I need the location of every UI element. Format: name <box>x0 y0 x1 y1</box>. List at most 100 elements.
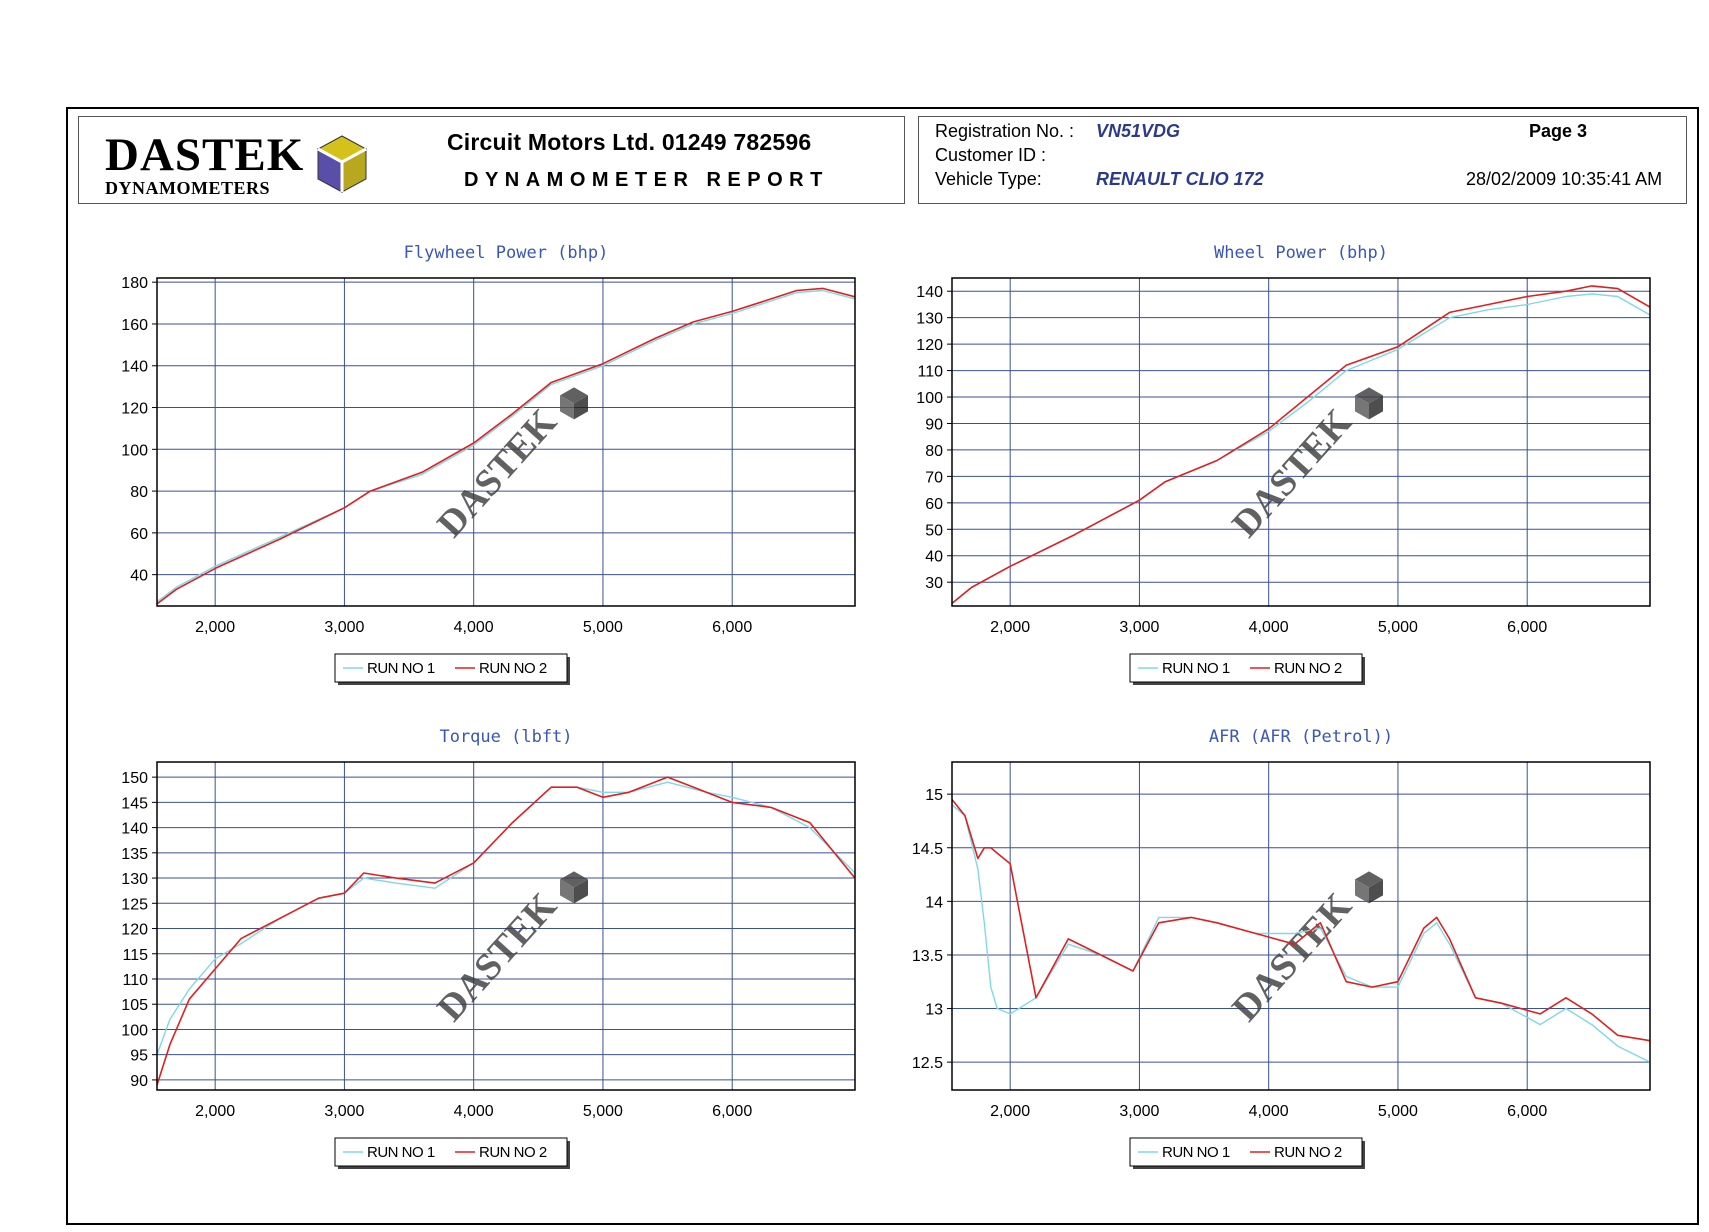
series-line-run-1 <box>156 289 856 603</box>
legend-box <box>1129 1137 1363 1167</box>
legend-label: RUN NO 2 <box>479 1144 547 1161</box>
series-line-run-2 <box>156 287 856 605</box>
chart-legend: RUN NO 1 RUN NO 2 <box>1129 1137 1365 1169</box>
y-tick-label: 100 <box>121 442 148 459</box>
afr-chart: AFR (AFR (Petrol)) 2,000 3,000 4,000 5,000 6,… <box>890 722 1670 1169</box>
y-tick-label: 120 <box>121 922 148 939</box>
y-tick-label: 135 <box>121 846 148 863</box>
header-right-panel: Registration No. : VN51VDG Customer ID :… <box>918 116 1687 204</box>
legend-label: RUN NO 1 <box>367 1144 435 1161</box>
report-datetime: 28/02/2009 10:35:41 AM <box>1466 169 1663 189</box>
plot-area <box>157 762 855 1090</box>
vehicle-type-value: RENAULT CLIO 172 <box>1096 169 1264 189</box>
x-tick-label: 2,000 <box>195 619 235 636</box>
y-tick-label: 40 <box>925 549 943 566</box>
watermark-cube-icon <box>560 387 588 420</box>
chart-legend: RUN NO 1 RUN NO 2 <box>334 653 570 685</box>
chart-title: Flywheel Power (bhp) <box>404 243 609 263</box>
y-tick-label: 115 <box>122 947 148 964</box>
plot-area <box>952 278 1650 606</box>
chart-title: Torque (lbft) <box>439 727 572 747</box>
chart-svg: AFR (AFR (Petrol)) 2,000 3,000 4,000 5,000 6,… <box>912 727 1651 1169</box>
x-tick-label: 2,000 <box>990 1103 1030 1120</box>
registration-value: VN51VDG <box>1096 121 1181 141</box>
y-tick-label: 110 <box>917 364 943 381</box>
chart-legend: RUN NO 1 RUN NO 2 <box>1129 653 1365 685</box>
legend-label: RUN NO 2 <box>479 660 547 677</box>
vehicle-type-label: Vehicle Type: <box>935 169 1042 189</box>
flywheel-power-chart: Flywheel Power (bhp) 2,000 3,000 4,000 5,000… <box>95 238 875 685</box>
y-tick-label: 60 <box>130 526 148 543</box>
x-tick-label: 2,000 <box>990 619 1030 636</box>
legend-label: RUN NO 2 <box>1274 660 1342 677</box>
y-tick-label: 50 <box>925 522 943 539</box>
y-tick-label: 140 <box>916 284 943 301</box>
x-tick-label: 6,000 <box>712 619 752 636</box>
watermark-cube-icon <box>1355 871 1383 904</box>
chart-svg: Wheel Power (bhp) 2,000 3,000 4,000 5,000 6,0… <box>916 243 1651 685</box>
plot-border <box>156 761 856 1091</box>
x-tick-label: 3,000 <box>324 619 364 636</box>
y-tick-label: 125 <box>121 896 148 913</box>
legend-box <box>334 1137 568 1167</box>
plot-border <box>156 277 856 607</box>
x-tick-label: 6,000 <box>1507 1103 1547 1120</box>
company-name: Circuit Motors Ltd. 01249 782596 <box>447 129 812 155</box>
chart-legend: RUN NO 1 RUN NO 2 <box>334 1137 570 1169</box>
x-tick-label: 3,000 <box>324 1103 364 1120</box>
y-tick-label: 145 <box>121 795 148 812</box>
page-number: Page 3 <box>1529 121 1588 141</box>
y-tick-label: 140 <box>121 359 148 376</box>
y-tick-label: 110 <box>122 972 148 989</box>
y-tick-label: 14.5 <box>912 841 943 858</box>
series-line-run-1 <box>951 804 1651 1063</box>
y-tick-label: 15 <box>925 787 943 804</box>
legend-label: RUN NO 1 <box>1162 660 1230 677</box>
x-tick-label: 4,000 <box>1249 1103 1289 1120</box>
y-tick-label: 90 <box>130 1073 148 1090</box>
plot-area <box>157 278 855 606</box>
chart-title: AFR (AFR (Petrol)) <box>1209 727 1393 747</box>
x-tick-label: 3,000 <box>1119 619 1159 636</box>
x-tick-label: 4,000 <box>454 619 494 636</box>
y-tick-label: 12.5 <box>912 1055 943 1072</box>
y-tick-label: 60 <box>925 496 943 513</box>
x-tick-label: 2,000 <box>195 1103 235 1120</box>
legend-box <box>1129 653 1363 683</box>
customer-id-label: Customer ID : <box>935 145 1047 165</box>
y-tick-label: 13.5 <box>912 948 943 965</box>
x-tick-label: 5,000 <box>583 619 623 636</box>
report-frame <box>66 107 1699 1225</box>
legend-label: RUN NO 1 <box>1162 1144 1230 1161</box>
y-tick-label: 14 <box>925 894 943 911</box>
y-tick-label: 180 <box>121 275 148 292</box>
torque-chart: Torque (lbft) 2,000 3,000 4,000 5,000 6,000 90… <box>95 722 875 1169</box>
y-tick-label: 40 <box>130 568 148 585</box>
logo-subtitle: DYNAMOMETERS <box>105 178 271 198</box>
y-tick-label: 160 <box>121 317 148 334</box>
x-tick-label: 4,000 <box>1249 619 1289 636</box>
y-tick-label: 150 <box>121 770 148 787</box>
watermark-cube-icon <box>560 871 588 904</box>
y-tick-label: 130 <box>916 311 943 328</box>
x-tick-label: 6,000 <box>1507 619 1547 636</box>
y-tick-label: 70 <box>925 469 943 486</box>
chart-svg: Flywheel Power (bhp) 2,000 3,000 4,000 5,000… <box>121 243 856 685</box>
x-tick-label: 5,000 <box>583 1103 623 1120</box>
header-left-panel: DASTEK DYNAMOMETERS Circuit Motors Ltd. … <box>78 116 905 204</box>
dastek-logo: DASTEK DYNAMOMETERS <box>105 129 305 198</box>
y-tick-label: 130 <box>121 871 148 888</box>
registration-label: Registration No. : <box>935 121 1075 141</box>
y-tick-label: 90 <box>925 416 943 433</box>
y-tick-label: 105 <box>121 997 148 1014</box>
series-line-run-2 <box>156 776 856 1086</box>
x-tick-label: 5,000 <box>1378 619 1418 636</box>
y-tick-label: 30 <box>925 575 943 592</box>
logo-word: DASTEK <box>105 129 305 181</box>
plot-area <box>952 762 1650 1090</box>
y-tick-label: 80 <box>925 443 943 460</box>
x-tick-label: 5,000 <box>1378 1103 1418 1120</box>
plot-border <box>951 277 1651 607</box>
chart-svg: Torque (lbft) 2,000 3,000 4,000 5,000 6,000 90… <box>121 727 856 1169</box>
y-tick-label: 80 <box>130 484 148 501</box>
